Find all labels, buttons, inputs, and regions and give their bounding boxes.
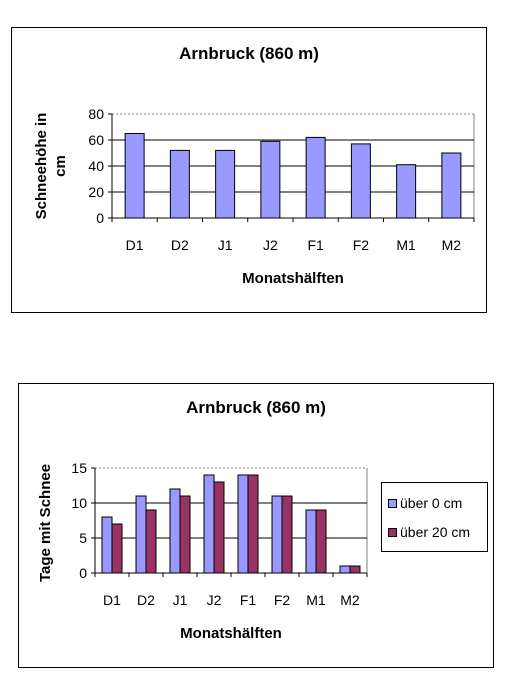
x-tick-label: J1 [218, 237, 233, 253]
snow-depth-chart: Arnbruck (860 m) 0 20 40 60 80 D1 D2 J1 J2 F1 F2 M1… [11, 27, 487, 313]
legend-swatch [388, 527, 397, 537]
bar [349, 565, 361, 574]
x-tick-label: J1 [173, 592, 188, 608]
bar [124, 133, 145, 219]
bar [101, 516, 113, 574]
bar [339, 565, 351, 574]
x-tick-label: M1 [396, 237, 416, 253]
snow-depth-plot: 0 20 40 60 80 D1 D2 J1 J2 F1 F2 M1 M2 Monatshälften Sc… [33, 106, 475, 287]
y-tick-label: 40 [88, 158, 104, 174]
bar [396, 164, 417, 219]
bar [260, 140, 281, 219]
y-axis-label-line: Schneehöhe in [33, 113, 50, 220]
legend-label: über 20 cm [400, 524, 471, 540]
y-tick-label: 20 [88, 184, 104, 200]
snow-days-plot: 0 5 10 15 D1 D2 J1 J2 F1 F2 M1 M2 Monatshälften Tage … [37, 460, 368, 642]
bar [169, 149, 190, 219]
snow-days-chart: Arnbruck (860 m) 0 5 10 15 D1 D2 J1 J2 F1 F2 M1 M2 M… [18, 383, 494, 668]
bar [203, 474, 215, 574]
bar [305, 509, 317, 574]
x-tick-label: M2 [442, 237, 462, 253]
chart-title: Arnbruck (860 m) [186, 398, 326, 417]
legend-swatch [388, 498, 397, 508]
x-tick-label: D1 [126, 237, 144, 253]
x-tick-label: F2 [353, 237, 370, 253]
legend-item: über 0 cm [388, 495, 462, 511]
bar [169, 488, 181, 574]
bar [350, 143, 371, 219]
x-axis-label: Monatshälften [242, 270, 344, 287]
y-tick-label: 60 [88, 132, 104, 148]
bar [145, 509, 157, 574]
chart-title: Arnbruck (860 m) [179, 44, 319, 63]
bar [213, 481, 225, 574]
bar [271, 495, 283, 574]
bar [247, 474, 259, 574]
x-tick-label: F2 [274, 592, 291, 608]
x-tick-label: F1 [307, 237, 324, 253]
y-axis-label: Tage mit Schnee [37, 464, 54, 582]
x-tick-label: D2 [171, 237, 189, 253]
x-axis-label: Monatshälften [180, 625, 282, 642]
y-tick-label: 0 [96, 210, 104, 226]
bar [215, 149, 236, 219]
y-tick-label: 0 [79, 565, 87, 581]
bar [441, 152, 462, 219]
bar [111, 523, 123, 574]
y-tick-label: 80 [88, 106, 104, 122]
bar [281, 495, 293, 574]
x-tick-label: F1 [240, 592, 257, 608]
legend: über 0 cm über 20 cm [381, 482, 488, 552]
bar [305, 136, 326, 219]
x-tick-label: J2 [263, 237, 278, 253]
x-tick-label: J2 [207, 592, 222, 608]
bar [179, 495, 191, 574]
x-tick-label: D1 [103, 592, 121, 608]
bar [237, 474, 249, 574]
y-tick-label: 10 [71, 495, 87, 511]
legend-item: über 20 cm [388, 524, 470, 540]
legend-label: über 0 cm [400, 495, 463, 511]
x-tick-label: M1 [306, 592, 326, 608]
y-axis-label-line: cm [52, 155, 69, 177]
y-tick-label: 15 [71, 460, 87, 476]
bar [315, 509, 327, 574]
y-tick-label: 5 [79, 530, 87, 546]
bar [135, 495, 147, 574]
x-tick-label: D2 [137, 592, 155, 608]
y-axis-label: Schneehöhe in cm [33, 113, 69, 220]
x-tick-label: M2 [340, 592, 360, 608]
y-axis-label-line: Tage mit Schnee [37, 464, 54, 582]
